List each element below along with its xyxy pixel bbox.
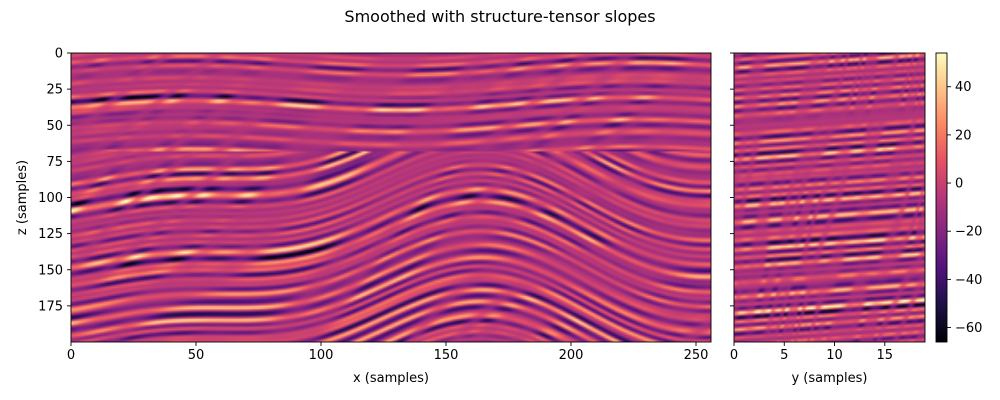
x-tick-label: 200 xyxy=(559,348,584,363)
colorbar-tick-label: 40 xyxy=(955,80,972,95)
crossline-section-panel: 0 5 10 15 y (samples) xyxy=(730,52,926,386)
x-tick-label: 0 xyxy=(730,348,738,363)
colorbar-gradient xyxy=(936,53,947,342)
y-tick-label: 125 xyxy=(38,227,63,242)
colorbar-tick-label: −40 xyxy=(955,273,982,288)
colorbar: −60 −40 −20 0 20 40 xyxy=(935,52,982,343)
inline-section-image xyxy=(71,53,711,342)
y-tick-label: 175 xyxy=(38,299,63,314)
y-tick-label: 50 xyxy=(46,119,63,134)
x-tick-label: 5 xyxy=(780,348,788,363)
y-tick-label: 100 xyxy=(38,191,63,206)
colorbar-frame xyxy=(935,52,948,343)
y-tick-label: 75 xyxy=(46,155,63,170)
colorbar-tick-label: 0 xyxy=(955,177,963,192)
y-samples-axis-label: y (samples) xyxy=(791,371,867,386)
y-tick-label: 150 xyxy=(38,263,63,278)
x-tick-label: 0 xyxy=(67,348,75,363)
crossline-section-ticks: 0 5 10 15 xyxy=(730,52,894,363)
colorbar-tick-label: 20 xyxy=(955,128,972,143)
colorbar-ticks: −60 −40 −20 0 20 40 xyxy=(947,80,982,336)
x-axis-label: x (samples) xyxy=(353,371,429,386)
x-tick-label: 100 xyxy=(309,348,334,363)
inline-section-ticks: 0 50 100 150 200 250 0 25 50 75 100 125 150 175 xyxy=(38,47,708,364)
x-tick-label: 10 xyxy=(826,348,843,363)
x-tick-label: 15 xyxy=(877,348,894,363)
y-tick-label: 25 xyxy=(46,83,63,98)
x-tick-label: 250 xyxy=(684,348,709,363)
chart-title: Smoothed with structure-tensor slopes xyxy=(344,7,655,26)
y-axis-label: z (samples) xyxy=(15,160,30,235)
x-tick-label: 50 xyxy=(188,348,205,363)
crossline-section-image xyxy=(734,53,925,342)
x-tick-label: 150 xyxy=(434,348,459,363)
inline-section-panel: 0 50 100 150 200 250 0 25 50 75 100 125 150 175 x (sa… xyxy=(15,47,712,386)
crossline-section-frame xyxy=(733,52,926,343)
colorbar-tick-label: −20 xyxy=(955,225,982,240)
inline-section-frame xyxy=(70,52,712,343)
colorbar-tick-label: −60 xyxy=(955,321,982,336)
y-tick-label: 0 xyxy=(55,47,63,62)
